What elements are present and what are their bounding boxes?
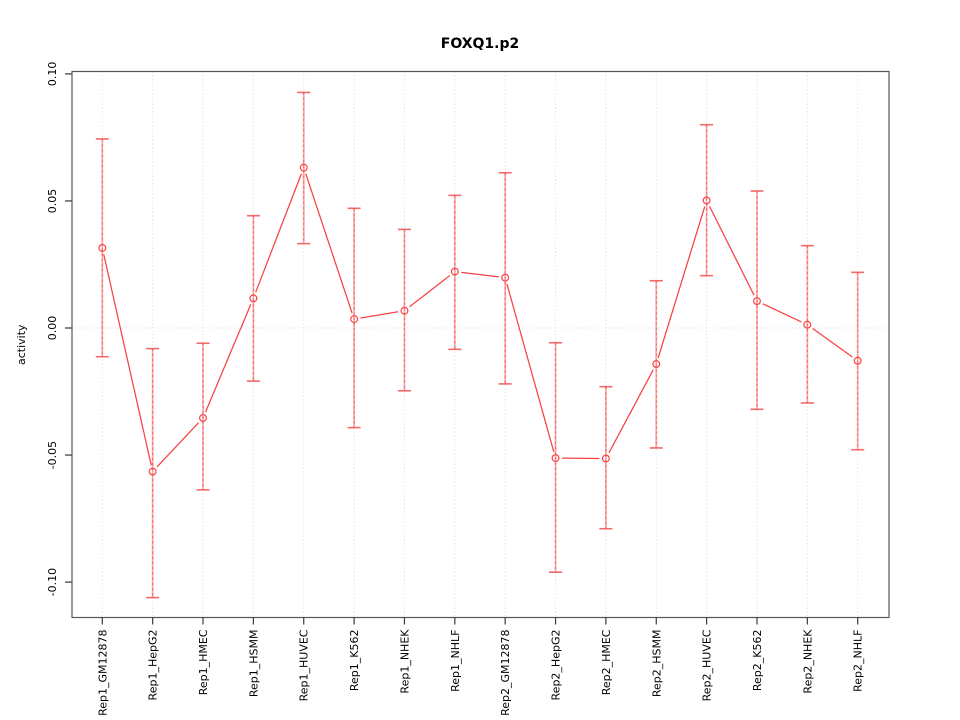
series-segment xyxy=(762,303,802,323)
y-axis-tick-label: 0.05 xyxy=(46,189,59,214)
data-point xyxy=(501,273,510,282)
data-point xyxy=(148,467,157,476)
data-point xyxy=(400,306,409,315)
x-axis-tick-label: Rep2_HSMM xyxy=(650,630,663,698)
x-axis-tick-label: Rep1_K562 xyxy=(348,630,361,692)
series-segment xyxy=(204,304,252,413)
x-axis-tick-label: Rep1_NHLF xyxy=(449,630,462,692)
series-segment xyxy=(608,369,654,454)
series-segment xyxy=(657,206,706,359)
data-point xyxy=(199,413,208,422)
x-axis-tick-label: Rep2_HepG2 xyxy=(550,630,563,701)
x-axis-tick-label: Rep1_HepG2 xyxy=(147,630,160,701)
data-point xyxy=(752,297,761,306)
y-axis-tick-label: 0.10 xyxy=(46,62,59,87)
x-axis-tick-label: Rep1_HSMM xyxy=(247,630,260,698)
x-axis-tick-label: Rep1_GM12878 xyxy=(96,630,109,716)
series-segment xyxy=(708,205,755,296)
x-axis-tick-label: Rep1_HUVEC xyxy=(298,629,311,701)
data-point xyxy=(803,320,812,329)
data-point xyxy=(450,267,459,276)
series-segment xyxy=(305,173,353,314)
plot-box xyxy=(71,70,890,619)
data-point xyxy=(702,196,711,205)
x-axis-tick-label: Rep2_K562 xyxy=(751,630,764,692)
data-point xyxy=(299,163,308,172)
x-axis-tick-label: Rep2_HMEC xyxy=(600,629,613,695)
data-point xyxy=(853,356,862,365)
x-axis-tick-label: Rep2_HUVEC xyxy=(701,629,714,701)
x-axis-tick-label: Rep1_HMEC xyxy=(197,629,210,695)
series-segment xyxy=(409,275,451,308)
data-point xyxy=(652,360,661,369)
data-point xyxy=(350,315,359,324)
series-segment xyxy=(103,254,152,466)
y-axis-tick-label: 0.00 xyxy=(46,316,59,341)
x-axis-tick-label: Rep2_GM12878 xyxy=(499,630,512,716)
series-segment xyxy=(506,283,555,453)
data-point xyxy=(98,243,107,252)
series-segment xyxy=(156,422,200,468)
data-point xyxy=(249,294,258,303)
y-axis-tick-label: -0.05 xyxy=(46,441,59,469)
x-axis-tick-label: Rep2_NHEK xyxy=(801,629,814,694)
series-segment xyxy=(255,173,302,293)
series-segment xyxy=(812,327,853,358)
x-axis-tick-label: Rep2_NHLF xyxy=(852,630,865,692)
x-axis-tick-label: Rep1_NHEK xyxy=(398,629,411,694)
series-segment xyxy=(360,311,399,319)
data-point xyxy=(601,454,610,463)
chart-title: FOXQ1.p2 xyxy=(440,36,520,52)
y-axis-tick-label: -0.10 xyxy=(46,568,59,596)
data-point xyxy=(551,454,560,463)
series-segment xyxy=(461,271,499,278)
